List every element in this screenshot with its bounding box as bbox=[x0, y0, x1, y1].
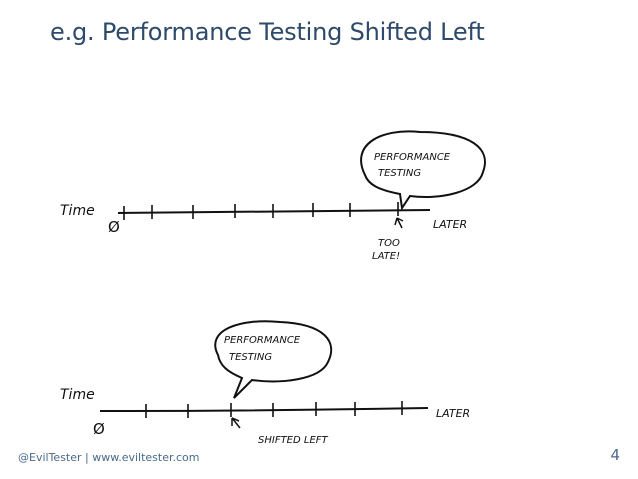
note-text-bottom: SHIFTED LEFT bbox=[258, 435, 329, 446]
bubble-text-bottom-2: TESTING bbox=[229, 352, 272, 363]
bubble-text-bottom-1: PERFORMANCE bbox=[224, 335, 301, 346]
footer-credit: @EvilTester | www.eviltester.com bbox=[18, 451, 200, 464]
end-label-bottom: LATER bbox=[436, 407, 470, 420]
tick-marks-top bbox=[123, 202, 399, 220]
bubble-text-top-1: PERFORMANCE bbox=[374, 152, 451, 163]
tick-marks-bottom bbox=[145, 401, 403, 418]
axis-label-time-bottom: Time bbox=[60, 387, 95, 403]
page-number: 4 bbox=[610, 446, 620, 464]
timeline-top: Time Ø LATER PERFORMANCE TESTING TOO LAT… bbox=[60, 130, 486, 262]
timeline-axis-bottom bbox=[99, 407, 429, 412]
start-label-bottom: Ø bbox=[93, 420, 105, 438]
timeline-bottom: Time Ø LATER PERFORMANCE TESTING SHIFTED… bbox=[60, 320, 470, 446]
note-text-top-2: LATE! bbox=[372, 251, 400, 262]
end-label-top: LATER bbox=[433, 218, 467, 231]
bubble-text-top-2: TESTING bbox=[378, 168, 421, 179]
slide-title: e.g. Performance Testing Shifted Left bbox=[50, 18, 485, 46]
note-text-top-1: TOO bbox=[378, 238, 400, 249]
speech-bubble-bottom bbox=[214, 320, 333, 399]
arrow-top bbox=[394, 217, 404, 229]
timeline-axis-top bbox=[117, 209, 431, 214]
speech-bubble-top bbox=[360, 130, 486, 211]
arrow-bottom bbox=[231, 417, 241, 429]
start-label-top: Ø bbox=[108, 218, 120, 236]
axis-label-time-top: Time bbox=[60, 203, 95, 219]
